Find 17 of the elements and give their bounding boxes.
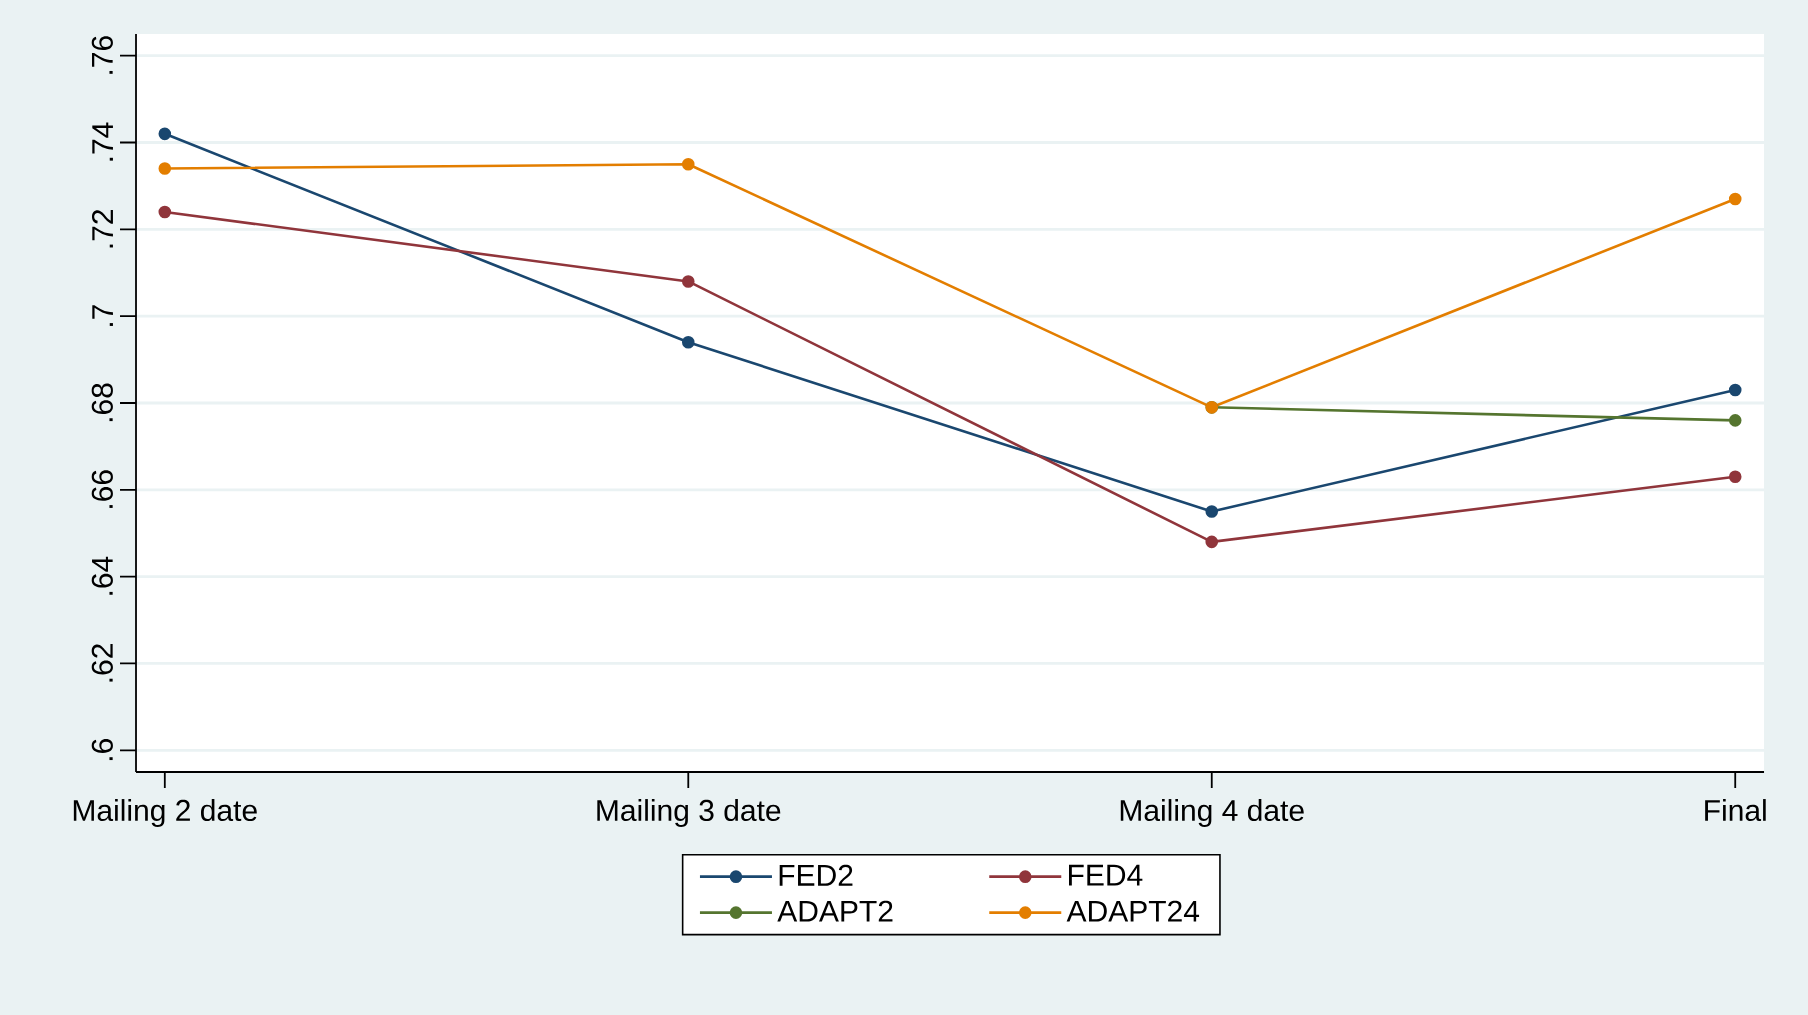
x-tick-label: Mailing 4 date	[1120, 799, 1304, 827]
legend-label: FED2	[779, 864, 853, 886]
y-tick-label: .76	[91, 36, 113, 74]
x-tick-label: Mailing 2 date	[73, 799, 257, 827]
legend-label: ADAPT2	[777, 900, 893, 922]
x-tick-label: Mailing 3 date	[597, 799, 781, 827]
y-tick-label: .64	[91, 556, 113, 595]
y-tick-label: .66	[91, 470, 113, 508]
x-tick-label: Final	[1705, 799, 1766, 822]
legend-label: ADAPT24	[1066, 900, 1200, 922]
y-tick-label: .74	[92, 122, 113, 161]
y-tick-label: .72	[91, 209, 113, 248]
y-tick-label: .68	[91, 383, 113, 422]
legend-label: FED4	[1069, 864, 1143, 886]
y-tick-label: .62	[91, 644, 113, 682]
y-tick-label: .6	[91, 739, 113, 761]
y-tick-label: .7	[92, 305, 113, 326]
